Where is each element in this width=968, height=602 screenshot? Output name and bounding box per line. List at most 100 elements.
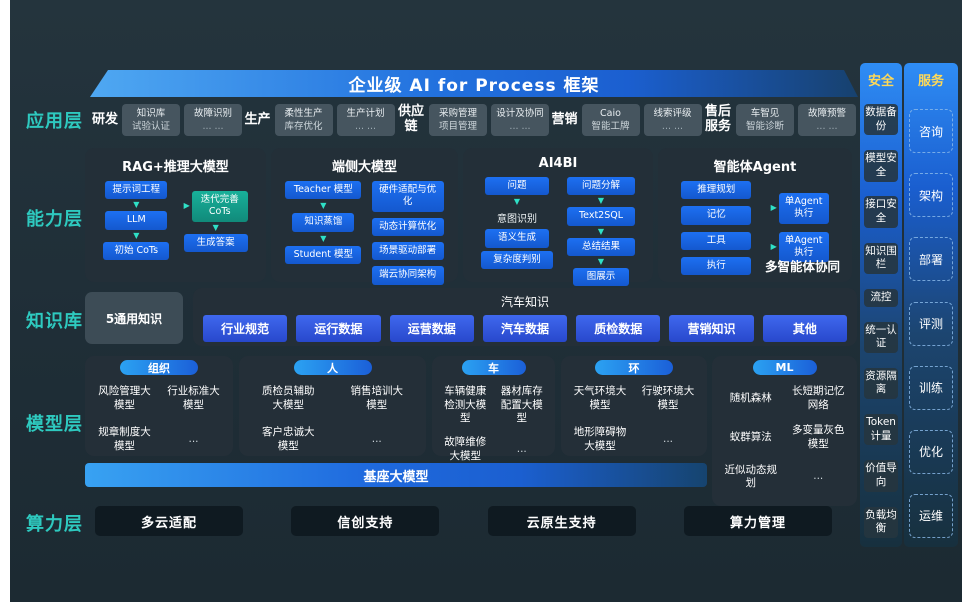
security-item: 统一认证 xyxy=(864,321,898,353)
model-item: 销售培训大模型 xyxy=(350,385,404,411)
app-box: 车智见 智能诊断 xyxy=(735,103,794,137)
model-group-environment: 环 天气环境大模型 行驶环境大模型 地形障碍物大模型 ... xyxy=(561,356,707,456)
knowledge-item: 运营数据 xyxy=(389,315,474,342)
step-question-decompose: 问题分解 xyxy=(567,177,635,196)
app-box-line: 采购管理 xyxy=(438,107,477,119)
app-box: 故障预警 ... ... xyxy=(797,103,856,137)
general-knowledge-box: 5通用知识 xyxy=(85,292,183,344)
service-item: 部署 xyxy=(909,237,953,282)
app-box-line: 库存优化 xyxy=(284,121,323,132)
edge-left-column: Teacher 模型 ▼ 知识蒸馏 ▼ Student 模型 xyxy=(285,181,362,265)
layer-label-app: 应用层 xyxy=(26,111,83,132)
step-text2sql: Text2SQL xyxy=(567,207,635,226)
model-item: 车辆健康检测大模型 xyxy=(444,385,487,425)
step-llm: LLM xyxy=(105,211,168,230)
app-box: 生产计划 ... ... xyxy=(336,103,395,137)
compute-item: 算力管理 xyxy=(683,506,832,536)
security-item: 数据备份 xyxy=(864,103,898,136)
step-question: 问题 xyxy=(485,177,549,196)
knowledge-item: 其他 xyxy=(762,315,847,342)
edge-flow: Teacher 模型 ▼ 知识蒸馏 ▼ Student 模型 硬件适配与优化 动… xyxy=(275,181,454,285)
step-knowledge-distillation: 知识蒸馏 xyxy=(292,213,355,232)
agent-right-column: ▶ 单Agent执行 ▶ 单Agent执行 xyxy=(770,193,829,263)
arrow-right-icon: ▶ xyxy=(770,203,777,213)
model-group-vehicle: 车 车辆健康检测大模型 器材库存配置大模型 故障维修大模型 ... xyxy=(432,356,555,462)
group-items: 车辆健康检测大模型 器材库存配置大模型 故障维修大模型 ... xyxy=(436,383,551,465)
agent-flow: 推理规划 记忆 工具 执行 ▶ 单Agent执行 ▶ 单Agent执行 xyxy=(662,181,848,276)
app-group-label: 生产 xyxy=(244,111,271,127)
knowledge-item: 质检数据 xyxy=(576,315,661,342)
knowledge-item: 营销知识 xyxy=(669,315,754,342)
page-title: 企业级 AI for Process 框架 xyxy=(348,76,600,96)
service-item: 架构 xyxy=(909,173,953,218)
group-pill: 组织 xyxy=(120,360,198,375)
knowledge-item: 汽车数据 xyxy=(482,315,568,342)
auto-knowledge-panel: 汽车知识 行业规范 运行数据 运营数据 汽车数据 质检数据 营销知识 其他 xyxy=(193,288,857,346)
security-item: 负载均衡 xyxy=(864,506,898,538)
step-iterate-cots: 迭代完善CoTs xyxy=(191,191,248,222)
app-box-line: 知识库 xyxy=(136,107,166,119)
app-box-line: 智能工牌 xyxy=(591,121,630,132)
app-box-line: 智能诊断 xyxy=(745,121,784,132)
iterate-row: ▶ 迭代完善CoTs xyxy=(184,191,248,222)
base-model-banner: 基座大模型 xyxy=(85,463,707,487)
model-item: 多变量灰色模型 xyxy=(792,424,845,450)
service-column: 服务 咨询 架构 部署 评测 训练 优化 运维 xyxy=(904,63,958,547)
arrow-right-icon: ▶ xyxy=(770,242,777,252)
group-items: 随机森林 长短期记忆网络 蚁群算法 多变量灰色模型 近似动态规划 ... xyxy=(716,383,853,493)
app-box-line: 柔性生产 xyxy=(284,107,323,119)
arrow-down-icon: ▼ xyxy=(320,233,327,243)
step-semantic-generation: 语义生成 xyxy=(485,229,549,248)
security-title: 安全 xyxy=(867,74,894,89)
model-item: 近似动态规划 xyxy=(724,463,778,490)
service-title: 服务 xyxy=(917,74,944,89)
title-banner: 企业级 AI for Process 框架 xyxy=(90,70,858,97)
service-item: 优化 xyxy=(909,429,953,474)
model-item: 风险管理大模型 xyxy=(98,385,151,411)
arrow-down-icon: ▼ xyxy=(320,201,327,211)
model-item: 随机森林 xyxy=(729,391,772,404)
model-item-ellipsis: ... xyxy=(188,433,199,446)
model-item: 蚁群算法 xyxy=(729,431,772,444)
model-group-ml: ML 随机森林 长短期记忆网络 蚁群算法 多变量灰色模型 近似动态规划 ... xyxy=(712,356,857,506)
model-item-ellipsis: ... xyxy=(371,433,382,446)
rag-right-column: ▶ 迭代完善CoTs ▼ 生成答案 xyxy=(184,191,248,253)
arrow-down-icon: ▼ xyxy=(133,200,140,210)
auto-knowledge-items: 行业规范 运行数据 运营数据 汽车数据 质检数据 营销知识 其他 xyxy=(203,315,847,342)
model-item: 质检员辅助大模型 xyxy=(262,385,315,411)
agent-capability: 执行 xyxy=(681,257,752,276)
single-agent-row: ▶ 单Agent执行 xyxy=(770,231,829,263)
security-item: Token计量 xyxy=(864,414,898,446)
model-item-ellipsis: ... xyxy=(516,442,527,455)
security-item: 知识围栏 xyxy=(864,242,898,274)
step-summarize-result: 总结结果 xyxy=(567,237,635,257)
agent-capability: 工具 xyxy=(681,231,752,251)
group-pill: 人 xyxy=(293,360,372,375)
step-complexity-judgement: 复杂度判别 xyxy=(481,250,553,270)
model-item: 故障维修大模型 xyxy=(444,435,487,462)
edge-feature: 场景驱动部署 xyxy=(371,242,444,261)
panel-ai4bi: AI4BI 问题 ▼ 意图识别 语义生成 复杂度判别 问题分解 ▼ Text2S… xyxy=(463,148,653,287)
app-box-line: ... ... xyxy=(816,121,838,132)
app-group-label: 供应链 xyxy=(397,104,424,134)
app-group-rd: 研发 知识库 试验认证 故障识别 ... ... xyxy=(92,103,243,137)
service-item: 运维 xyxy=(909,493,953,538)
arrow-down-icon: ▼ xyxy=(212,222,219,232)
agent-left-column: 推理规划 记忆 工具 执行 xyxy=(681,181,752,276)
compute-item: 多云适配 xyxy=(95,506,243,536)
app-box: 设计及协同 ... ... xyxy=(491,103,549,137)
layer-label-compute: 算力层 xyxy=(26,514,83,535)
security-item: 流控 xyxy=(864,288,898,307)
arrow-down-icon: ▼ xyxy=(513,197,521,207)
step-chart-display: 图展示 xyxy=(573,268,629,287)
app-box-line: ... ... xyxy=(661,121,684,132)
model-item: 天气环境大模型 xyxy=(573,385,627,411)
app-box: 知识库 试验认证 xyxy=(122,103,181,137)
layer-label-knowledge: 知识库 xyxy=(26,311,83,332)
app-box: 线索评级 ... ... xyxy=(643,103,702,137)
knowledge-item: 运行数据 xyxy=(296,315,381,342)
knowledge-item: 行业规范 xyxy=(203,315,288,342)
model-item-ellipsis: ... xyxy=(662,433,673,446)
security-item: 资源隔离 xyxy=(864,367,898,400)
security-item: 接口安全 xyxy=(864,196,898,228)
